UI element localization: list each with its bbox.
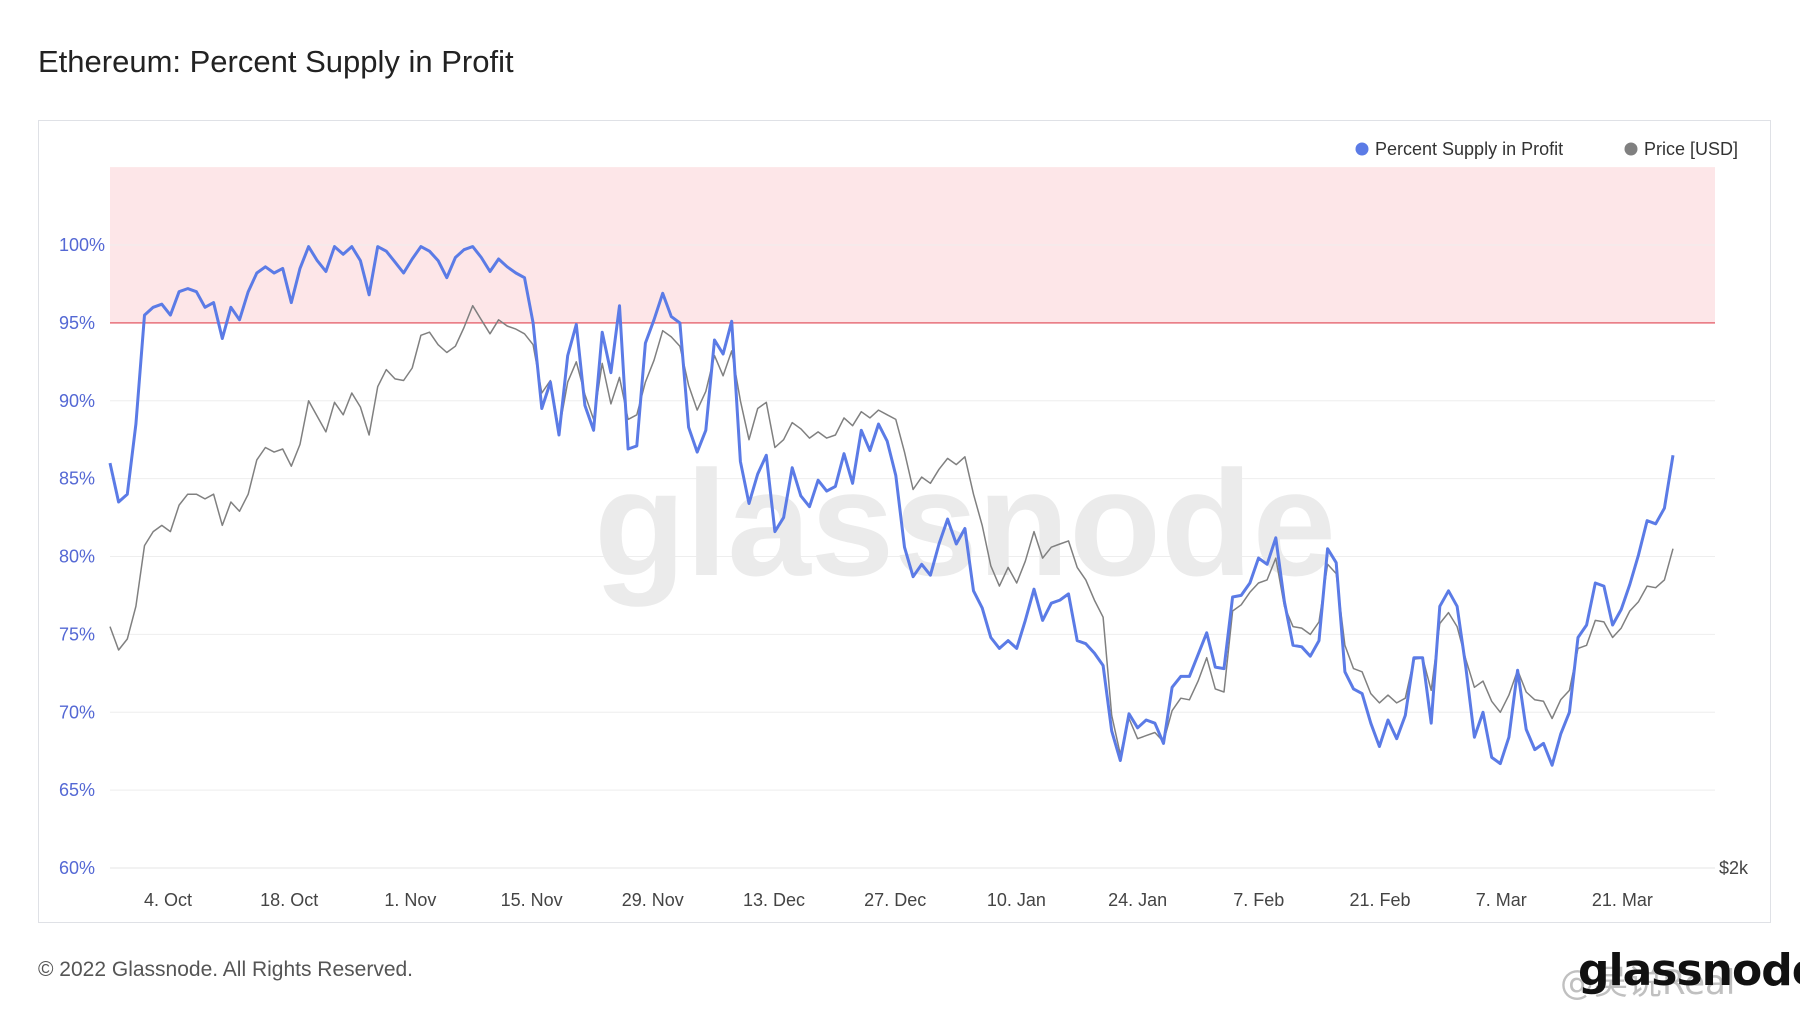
chart-title: Ethereum: Percent Supply in Profit bbox=[38, 44, 514, 79]
y-axis: 60% 65% 70% 75% 80% 85% 90% 95% 100% bbox=[59, 235, 105, 878]
profit-series bbox=[108, 245, 1675, 767]
right-axis-label: $2k bbox=[1719, 858, 1749, 878]
chart-frame bbox=[38, 120, 1771, 923]
chart-watermark: glassnode bbox=[594, 439, 1336, 607]
x-tick-label: 4. Oct bbox=[144, 890, 192, 910]
x-tick-label: 24. Jan bbox=[1108, 890, 1167, 910]
x-tick-label: 7. Feb bbox=[1233, 890, 1284, 910]
y-tick-label: 75% bbox=[59, 624, 95, 644]
x-tick-label: 10. Jan bbox=[987, 890, 1046, 910]
legend: Percent Supply in Profit Price [USD] bbox=[1355, 139, 1738, 159]
legend-marker-profit bbox=[1355, 142, 1369, 156]
copyright-footer: © 2022 Glassnode. All Rights Reserved. bbox=[38, 958, 414, 981]
legend-marker-price bbox=[1624, 142, 1638, 156]
x-tick-label: 21. Mar bbox=[1592, 890, 1653, 910]
x-tick-label: 13. Dec bbox=[743, 890, 805, 910]
y-tick-label: 95% bbox=[59, 313, 95, 333]
x-axis: 4. Oct 18. Oct 1. Nov 15. Nov 29. Nov 13. Dec… bbox=[144, 890, 1653, 910]
x-tick-label: 18. Oct bbox=[260, 890, 318, 910]
y-tick-label: 70% bbox=[59, 702, 95, 722]
legend-label-profit[interactable]: Percent Supply in Profit bbox=[1375, 139, 1563, 159]
legend-label-price[interactable]: Price [USD] bbox=[1644, 139, 1738, 159]
weibo-watermark: @吴说Real bbox=[1560, 963, 1736, 1003]
x-tick-label: 15. Nov bbox=[501, 890, 563, 910]
y-tick-label: 60% bbox=[59, 858, 95, 878]
y-tick-label: 100% bbox=[59, 235, 105, 255]
y-tick-label: 65% bbox=[59, 780, 95, 800]
glassnode-logo: glassnode bbox=[1578, 945, 1800, 996]
series-line bbox=[108, 245, 1675, 767]
y-tick-label: 85% bbox=[59, 469, 95, 489]
x-tick-label: 27. Dec bbox=[864, 890, 926, 910]
x-tick-label: 1. Nov bbox=[384, 890, 436, 910]
x-tick-label: 29. Nov bbox=[622, 890, 684, 910]
y-tick-label: 80% bbox=[59, 547, 95, 567]
y-tick-label: 90% bbox=[59, 391, 95, 411]
x-tick-label: 7. Mar bbox=[1476, 890, 1527, 910]
x-tick-label: 21. Feb bbox=[1349, 890, 1410, 910]
